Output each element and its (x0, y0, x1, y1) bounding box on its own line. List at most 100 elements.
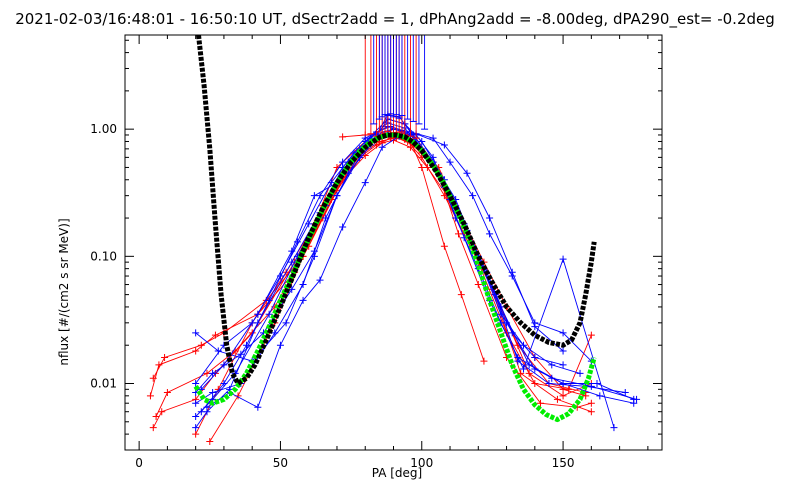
series-point (271, 329, 279, 337)
series-point (220, 361, 228, 369)
series-point (192, 380, 200, 388)
series-point (361, 179, 369, 187)
series-line-6 (342, 133, 485, 362)
series-point (161, 354, 169, 362)
series-point (265, 296, 273, 304)
series-point (149, 424, 157, 432)
series-point (474, 281, 482, 289)
x-tick-label: 0 (135, 456, 143, 470)
series-point (192, 413, 200, 421)
y-tick-label: 0.10 (90, 249, 117, 263)
series-point (192, 399, 200, 407)
series-point (339, 158, 347, 166)
series-point (446, 158, 454, 166)
series-point (209, 369, 217, 377)
series-point (531, 323, 539, 331)
series-point (480, 357, 488, 365)
series-point (288, 258, 296, 266)
series-point (197, 408, 205, 416)
series-point (587, 331, 595, 339)
y-tick-label: 0.01 (90, 377, 117, 391)
x-tick-label: 150 (552, 456, 575, 470)
plot-area (146, 35, 641, 445)
series-point (310, 247, 318, 255)
series-point (525, 361, 533, 369)
series-point (559, 392, 567, 400)
series-point (455, 230, 463, 238)
series-point (520, 365, 528, 373)
series-point (559, 329, 567, 337)
y-axis-label: nflux [#/(cm2 s sr MeV)] (57, 218, 71, 365)
series-point (299, 296, 307, 304)
series-point (282, 319, 290, 327)
series-point (440, 242, 448, 250)
series-point (192, 329, 200, 337)
series-point (158, 408, 166, 416)
series-point (486, 214, 494, 222)
series-point (214, 385, 222, 393)
series-point (197, 341, 205, 349)
series-point (378, 143, 386, 151)
series-point (559, 361, 567, 369)
series-point (265, 310, 273, 318)
series-point (596, 392, 604, 400)
series-point (531, 380, 539, 388)
series-point (559, 255, 567, 263)
black-fit-curve (196, 35, 597, 386)
series-point (520, 341, 528, 349)
x-axis-label: PA [deg] (372, 466, 422, 480)
series-point (440, 141, 448, 149)
series-point (630, 399, 638, 407)
series-point (633, 395, 641, 403)
series-point (508, 268, 516, 276)
series-point (293, 238, 301, 246)
series-point (559, 347, 567, 355)
series-point (531, 354, 539, 362)
series-point (206, 437, 214, 445)
series-point (418, 163, 426, 171)
series-point (418, 137, 426, 145)
series-point (559, 380, 567, 388)
series-point (192, 424, 200, 432)
series-point (316, 192, 324, 200)
series-point (545, 380, 553, 388)
series-point (339, 223, 347, 231)
series-point (299, 281, 307, 289)
series-point (316, 276, 324, 284)
series-point (457, 291, 465, 299)
series-point (610, 424, 618, 432)
series-point (339, 133, 347, 141)
series-point (469, 192, 477, 200)
series-point (463, 169, 471, 177)
series-point (361, 134, 369, 142)
series-point (486, 230, 494, 238)
series-point (149, 374, 157, 382)
x-axis: 0 50 100 150 (135, 35, 649, 470)
x-tick-label: 100 (410, 456, 433, 470)
series-point (587, 399, 595, 407)
series-point (163, 388, 171, 396)
series-point (593, 380, 601, 388)
x-tick-label: 50 (273, 456, 288, 470)
series-point (192, 347, 200, 355)
series-point (146, 392, 154, 400)
series-point (220, 380, 228, 388)
series-point (192, 430, 200, 438)
series-point (248, 319, 256, 327)
series-point (497, 310, 505, 318)
series-point (152, 413, 160, 421)
series-point (288, 285, 296, 293)
chart-title: 2021-02-03/16:48:01 - 16:50:10 UT, dSect… (15, 10, 775, 29)
series-point (553, 395, 561, 403)
series-point (254, 403, 262, 411)
series-point (243, 341, 251, 349)
series-point (536, 399, 544, 407)
series-point (621, 388, 629, 396)
series-point (548, 361, 556, 369)
series-point (576, 369, 584, 377)
y-tick-label: 1.00 (90, 122, 117, 136)
series-point (209, 388, 217, 396)
y-axis: 0.01 0.10 1.00 (90, 39, 662, 451)
